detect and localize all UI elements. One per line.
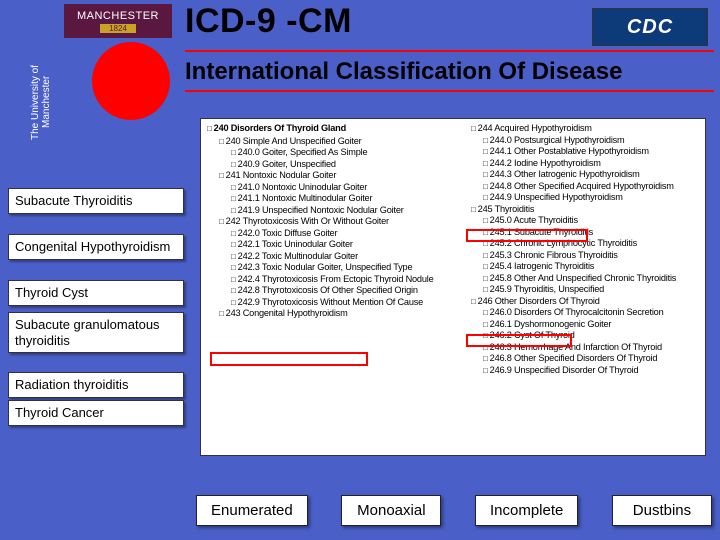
code-line: 242.4 Thyrotoxicosis From Ectopic Thyroi…	[207, 274, 447, 286]
code-line: 240.9 Goiter, Unspecified	[207, 159, 447, 171]
code-line: 244.9 Unspecified Hypothyroidism	[459, 192, 699, 204]
code-line: 241.9 Unspecified Nontoxic Nodular Goite…	[207, 205, 447, 217]
code-line: 245.0 Acute Thyroiditis	[459, 215, 699, 227]
code-column-right: 244 Acquired Hypothyroidism244.0 Postsur…	[453, 119, 705, 455]
side-box[interactable]: Subacute granulomatous thyroiditis	[8, 312, 184, 353]
manchester-badge: MANCHESTER 1824	[64, 4, 172, 38]
code-line: 244.3 Other Iatrogenic Hypothyroidism	[459, 169, 699, 181]
red-circle-icon	[92, 42, 170, 120]
code-columns: 240 Disorders Of Thyroid Gland240 Simple…	[201, 119, 705, 455]
code-line: 244.8 Other Specified Acquired Hypothyro…	[459, 181, 699, 193]
code-line: 243 Congenital Hypothyroidism	[207, 308, 447, 320]
code-line: 242 Thyrotoxicosis With Or Without Goite…	[207, 216, 447, 228]
code-line: 242.3 Toxic Nodular Goiter, Unspecified …	[207, 262, 447, 274]
code-line: 241 Nontoxic Nodular Goiter	[207, 170, 447, 182]
side-box[interactable]: Subacute Thyroiditis	[8, 188, 184, 214]
code-panel: 240 Disorders Of Thyroid Gland240 Simple…	[200, 118, 706, 456]
code-line: 245.4 Iatrogenic Thyroiditis	[459, 261, 699, 273]
code-line: 242.9 Thyrotoxicosis Without Mention Of …	[207, 297, 447, 309]
manchester-name: MANCHESTER	[64, 10, 172, 22]
code-line: 241.0 Nontoxic Uninodular Goiter	[207, 182, 447, 194]
code-column-left: 240 Disorders Of Thyroid Gland240 Simple…	[201, 119, 453, 455]
header: ICD-9 -CM	[185, 2, 714, 41]
code-line: 245.8 Other And Unspecified Chronic Thyr…	[459, 273, 699, 285]
side-box[interactable]: Congenital Hypothyroidism	[8, 234, 184, 260]
page-subtitle: International Classification Of Disease	[185, 58, 622, 86]
incomplete-button[interactable]: Incomplete	[475, 495, 578, 526]
code-line: 246.9 Unspecified Disorder Of Thyroid	[459, 365, 699, 377]
code-line: 242.1 Toxic Uninodular Goiter	[207, 239, 447, 251]
dustbins-button[interactable]: Dustbins	[612, 495, 712, 526]
code-line: 244.0 Postsurgical Hypothyroidism	[459, 135, 699, 147]
side-box[interactable]: Radiation thyroiditis	[8, 372, 184, 398]
code-line: 246.1 Dyshormonogenic Goiter	[459, 319, 699, 331]
code-line: 241.1 Nontoxic Multinodular Goiter	[207, 193, 447, 205]
code-line: 244.2 Iodine Hypothyroidism	[459, 158, 699, 170]
manchester-vertical: The University of Manchester	[30, 44, 44, 160]
side-box[interactable]: Thyroid Cyst	[8, 280, 184, 306]
code-line: 242.2 Toxic Multinodular Goiter	[207, 251, 447, 263]
code-line: 246.0 Disorders Of Thyrocalcitonin Secre…	[459, 307, 699, 319]
highlight-box	[466, 334, 572, 347]
title-underline	[185, 50, 714, 52]
manchester-year: 1824	[100, 24, 136, 33]
slide: MANCHESTER 1824 The University of Manche…	[0, 0, 720, 540]
monoaxial-button[interactable]: Monoaxial	[341, 495, 441, 526]
subtitle-underline	[185, 90, 714, 92]
code-line: 245.3 Chronic Fibrous Thyroiditis	[459, 250, 699, 262]
code-line: 245.9 Thyroiditis, Unspecified	[459, 284, 699, 296]
code-line: 245 Thyroiditis	[459, 204, 699, 216]
bottom-row: Enumerated Monoaxial Incomplete Dustbins	[196, 495, 712, 526]
code-line: 240.0 Goiter, Specified As Simple	[207, 147, 447, 159]
page-title: ICD-9 -CM	[185, 2, 714, 41]
code-line: 240 Simple And Unspecified Goiter	[207, 136, 447, 148]
code-line: 246 Other Disorders Of Thyroid	[459, 296, 699, 308]
side-box[interactable]: Thyroid Cancer	[8, 400, 184, 426]
code-line: 240 Disorders Of Thyroid Gland	[207, 123, 447, 135]
code-line: 242.8 Thyrotoxicosis Of Other Specified …	[207, 285, 447, 297]
code-line: 242.0 Toxic Diffuse Goiter	[207, 228, 447, 240]
code-line: 244 Acquired Hypothyroidism	[459, 123, 699, 135]
enumerated-button[interactable]: Enumerated	[196, 495, 308, 526]
highlight-box	[466, 229, 588, 242]
code-line: 246.8 Other Specified Disorders Of Thyro…	[459, 353, 699, 365]
highlight-box	[210, 352, 368, 366]
code-line: 244.1 Other Postablative Hypothyroidism	[459, 146, 699, 158]
